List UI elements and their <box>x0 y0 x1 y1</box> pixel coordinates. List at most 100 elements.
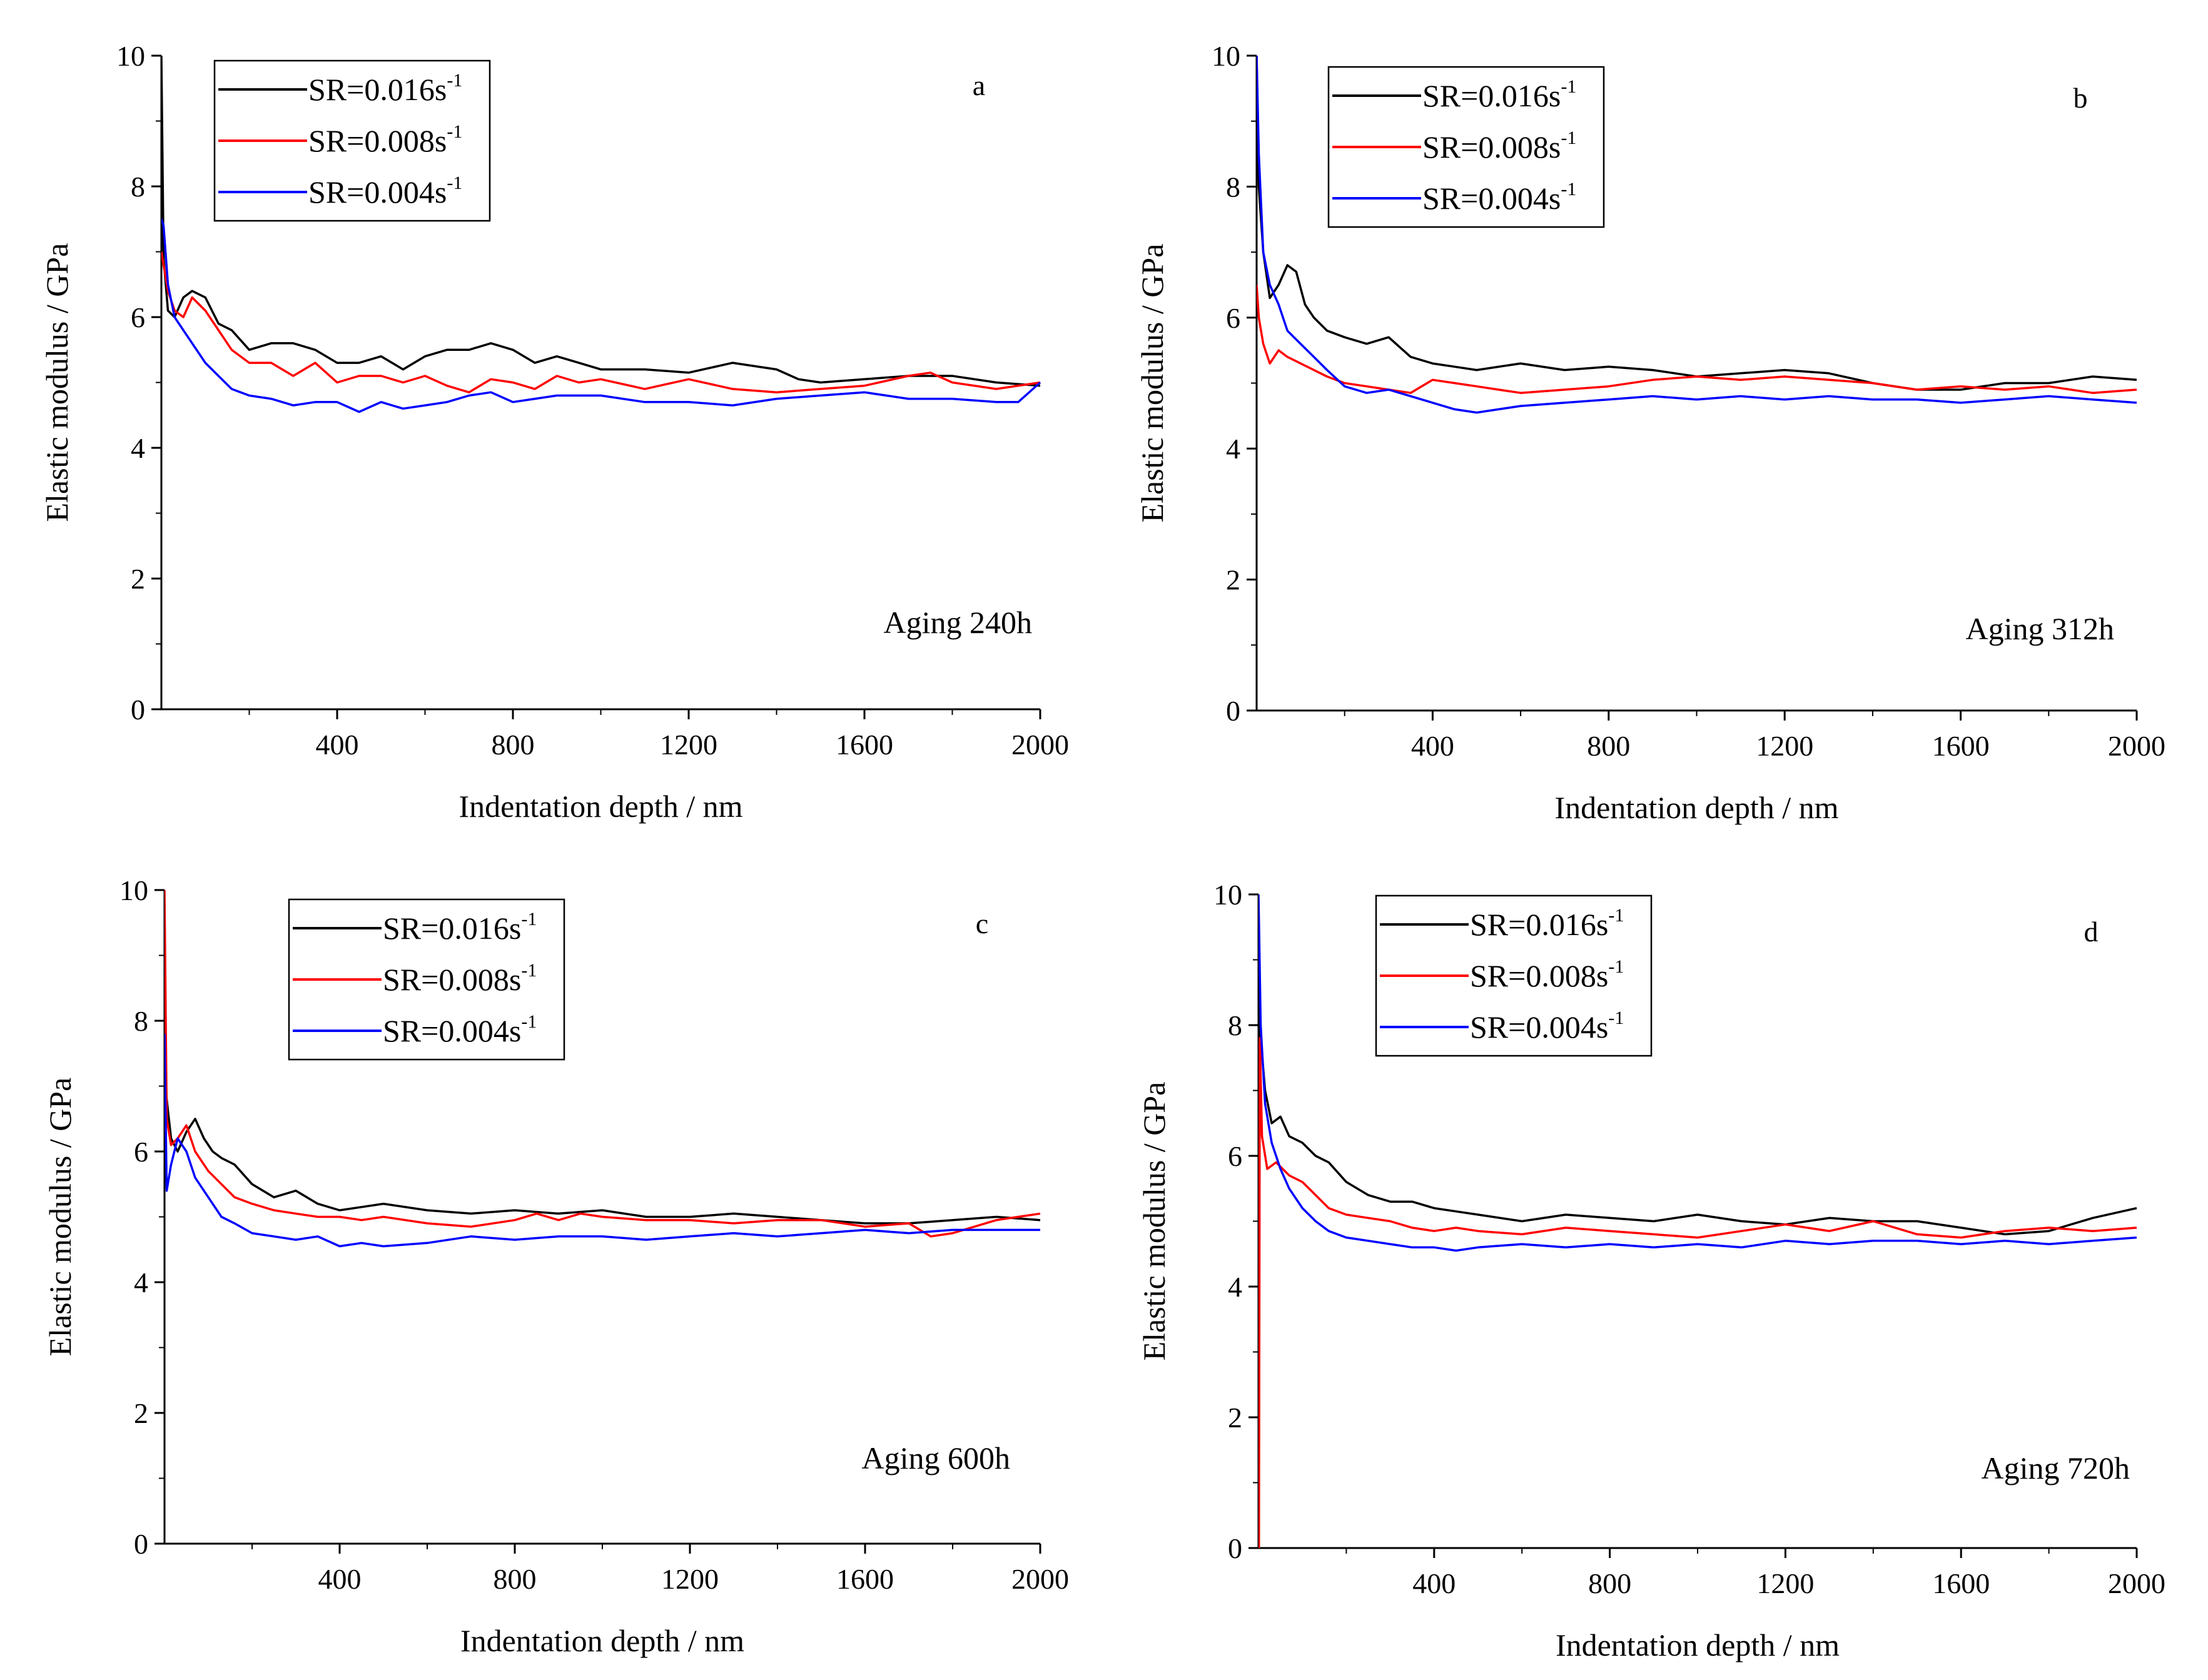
y-tick-label: 8 <box>131 171 145 203</box>
y-tick-label: 0 <box>1228 1532 1242 1564</box>
series-group <box>1258 894 2137 1548</box>
series-line-sr-0-016s <box>1258 1011 2137 1236</box>
y-tick-label: 0 <box>134 1528 148 1560</box>
legend-label-superscript: -1 <box>1608 956 1624 977</box>
chart-panel-b: 0 2 4 6 8 10 400 800 1200 1600 2000 Indentation dep… <box>1135 40 2165 825</box>
y-tick-label: 2 <box>131 563 145 595</box>
series-line-sr-0-008s <box>165 889 1041 1238</box>
series-line-sr-0-008s <box>161 251 1041 393</box>
legend-label: SR=0.008s-1 <box>1470 956 1624 993</box>
x-tick-label: 1200 <box>1756 730 1813 762</box>
x-tick-label: 2000 <box>1011 729 1069 761</box>
legend-label-superscript: -1 <box>1608 905 1624 926</box>
series-line-sr-0-004s <box>1258 894 2137 1252</box>
x-tick-label: 1200 <box>660 729 717 761</box>
x-axis-title: Indentation depth / nm <box>1556 1627 1840 1662</box>
x-tick-label: 1600 <box>1932 1567 1990 1599</box>
x-tick-label: 2000 <box>1011 1563 1069 1595</box>
y-tick-label: 10 <box>116 40 145 72</box>
x-tick-label: 400 <box>1411 730 1454 762</box>
y-axis-title: Elastic modulus / GPa <box>39 243 74 522</box>
y-tick-label: 4 <box>1226 433 1240 465</box>
y-tick-label: 10 <box>119 874 148 906</box>
y-tick-label: 4 <box>1228 1271 1242 1303</box>
legend-label: SR=0.016s-1 <box>1422 76 1576 113</box>
chart-panel-a: 0 2 4 6 8 10 400 800 1200 1600 2000 Indentation dep… <box>39 40 1069 824</box>
y-axis-title: Elastic modulus / GPa <box>1137 1082 1172 1361</box>
y-tick-label: 2 <box>134 1397 148 1429</box>
y-tick-label: 6 <box>1226 302 1240 334</box>
legend-label-superscript: -1 <box>1561 76 1576 97</box>
y-axis-title: Elastic modulus / GPa <box>43 1078 78 1357</box>
panel-letter: c <box>976 908 988 939</box>
y-axis-title: Elastic modulus / GPa <box>1135 244 1170 523</box>
y-tick-label: 8 <box>1228 1010 1242 1041</box>
legend-label: SR=0.008s-1 <box>308 121 462 158</box>
y-tick-label: 4 <box>134 1267 148 1298</box>
legend-label: SR=0.004s-1 <box>1470 1008 1624 1045</box>
legend-label: SR=0.016s-1 <box>383 909 537 946</box>
aging-annotation: Aging 312h <box>1966 611 2115 646</box>
x-tick-label: 800 <box>492 729 535 761</box>
legend-label-superscript: -1 <box>521 1011 537 1032</box>
x-tick-label: 1600 <box>1932 730 1990 762</box>
series-line-sr-0-004s <box>165 1033 1040 1248</box>
x-tick-label: 1200 <box>1756 1567 1814 1599</box>
y-tick-label: 8 <box>1226 171 1240 203</box>
legend-label: SR=0.004s-1 <box>383 1011 537 1048</box>
series-line-sr-0-008s <box>1257 285 2137 394</box>
aging-annotation: Aging 600h <box>862 1440 1011 1475</box>
series-group <box>165 889 1041 1248</box>
y-tick-label: 6 <box>1228 1140 1242 1172</box>
legend-label: SR=0.008s-1 <box>383 960 537 997</box>
y-tick-label: 8 <box>134 1005 148 1037</box>
legend-label-superscript: -1 <box>1561 179 1576 200</box>
legend-label-superscript: -1 <box>1561 128 1576 148</box>
series-line-sr-0-016s <box>161 55 1041 387</box>
series-group <box>1257 55 2137 414</box>
y-tick-label: 0 <box>1226 695 1240 727</box>
chart-panel-c: 0 2 4 6 8 10 400 800 1200 1600 2000 Indentation dep… <box>43 874 1069 1658</box>
series-line-sr-0-004s <box>1257 55 2137 414</box>
legend-label-superscript: -1 <box>447 70 462 91</box>
x-tick-label: 1200 <box>661 1563 719 1595</box>
legend-label-superscript: -1 <box>447 173 462 193</box>
x-tick-label: 400 <box>318 1563 362 1595</box>
x-tick-label: 800 <box>1587 730 1630 762</box>
legend-label-superscript: -1 <box>521 909 537 929</box>
x-tick-label: 400 <box>1412 1567 1456 1599</box>
legend-label: SR=0.004s-1 <box>1422 179 1576 216</box>
legend-label: SR=0.008s-1 <box>1422 128 1576 164</box>
x-tick-label: 800 <box>1588 1567 1631 1599</box>
y-tick-label: 10 <box>1212 40 1240 72</box>
legend-label: SR=0.004s-1 <box>308 173 462 210</box>
x-axis-title: Indentation depth / nm <box>458 789 742 824</box>
x-axis-title: Indentation depth / nm <box>460 1623 744 1658</box>
x-tick-label: 800 <box>494 1563 537 1595</box>
x-tick-label: 2000 <box>2108 1567 2165 1599</box>
legend-label: SR=0.016s-1 <box>1470 905 1624 942</box>
series-line-sr-0-004s <box>161 218 1041 413</box>
y-tick-label: 10 <box>1213 879 1242 911</box>
y-tick-label: 6 <box>134 1136 148 1168</box>
x-tick-label: 2000 <box>2108 730 2165 762</box>
y-tick-label: 6 <box>131 301 145 333</box>
aging-annotation: Aging 240h <box>884 605 1033 640</box>
aging-annotation: Aging 720h <box>1982 1450 2130 1485</box>
y-tick-label: 2 <box>1228 1402 1242 1434</box>
panel-letter: a <box>973 69 985 101</box>
legend-label-superscript: -1 <box>447 121 462 142</box>
panel-letter: d <box>2084 916 2099 948</box>
y-tick-label: 4 <box>131 432 145 464</box>
x-axis-title: Indentation depth / nm <box>1554 790 1838 825</box>
x-tick-label: 1600 <box>836 729 893 761</box>
chart-panel-d: 0 2 4 6 8 10 400 800 1200 1600 2000 Indentation dep… <box>1137 879 2165 1662</box>
panel-letter: b <box>2074 82 2088 114</box>
x-tick-label: 400 <box>316 729 359 761</box>
legend-label: SR=0.016s-1 <box>308 70 462 107</box>
legend-label-superscript: -1 <box>521 960 537 981</box>
x-tick-label: 1600 <box>836 1563 894 1595</box>
series-group <box>161 55 1041 413</box>
